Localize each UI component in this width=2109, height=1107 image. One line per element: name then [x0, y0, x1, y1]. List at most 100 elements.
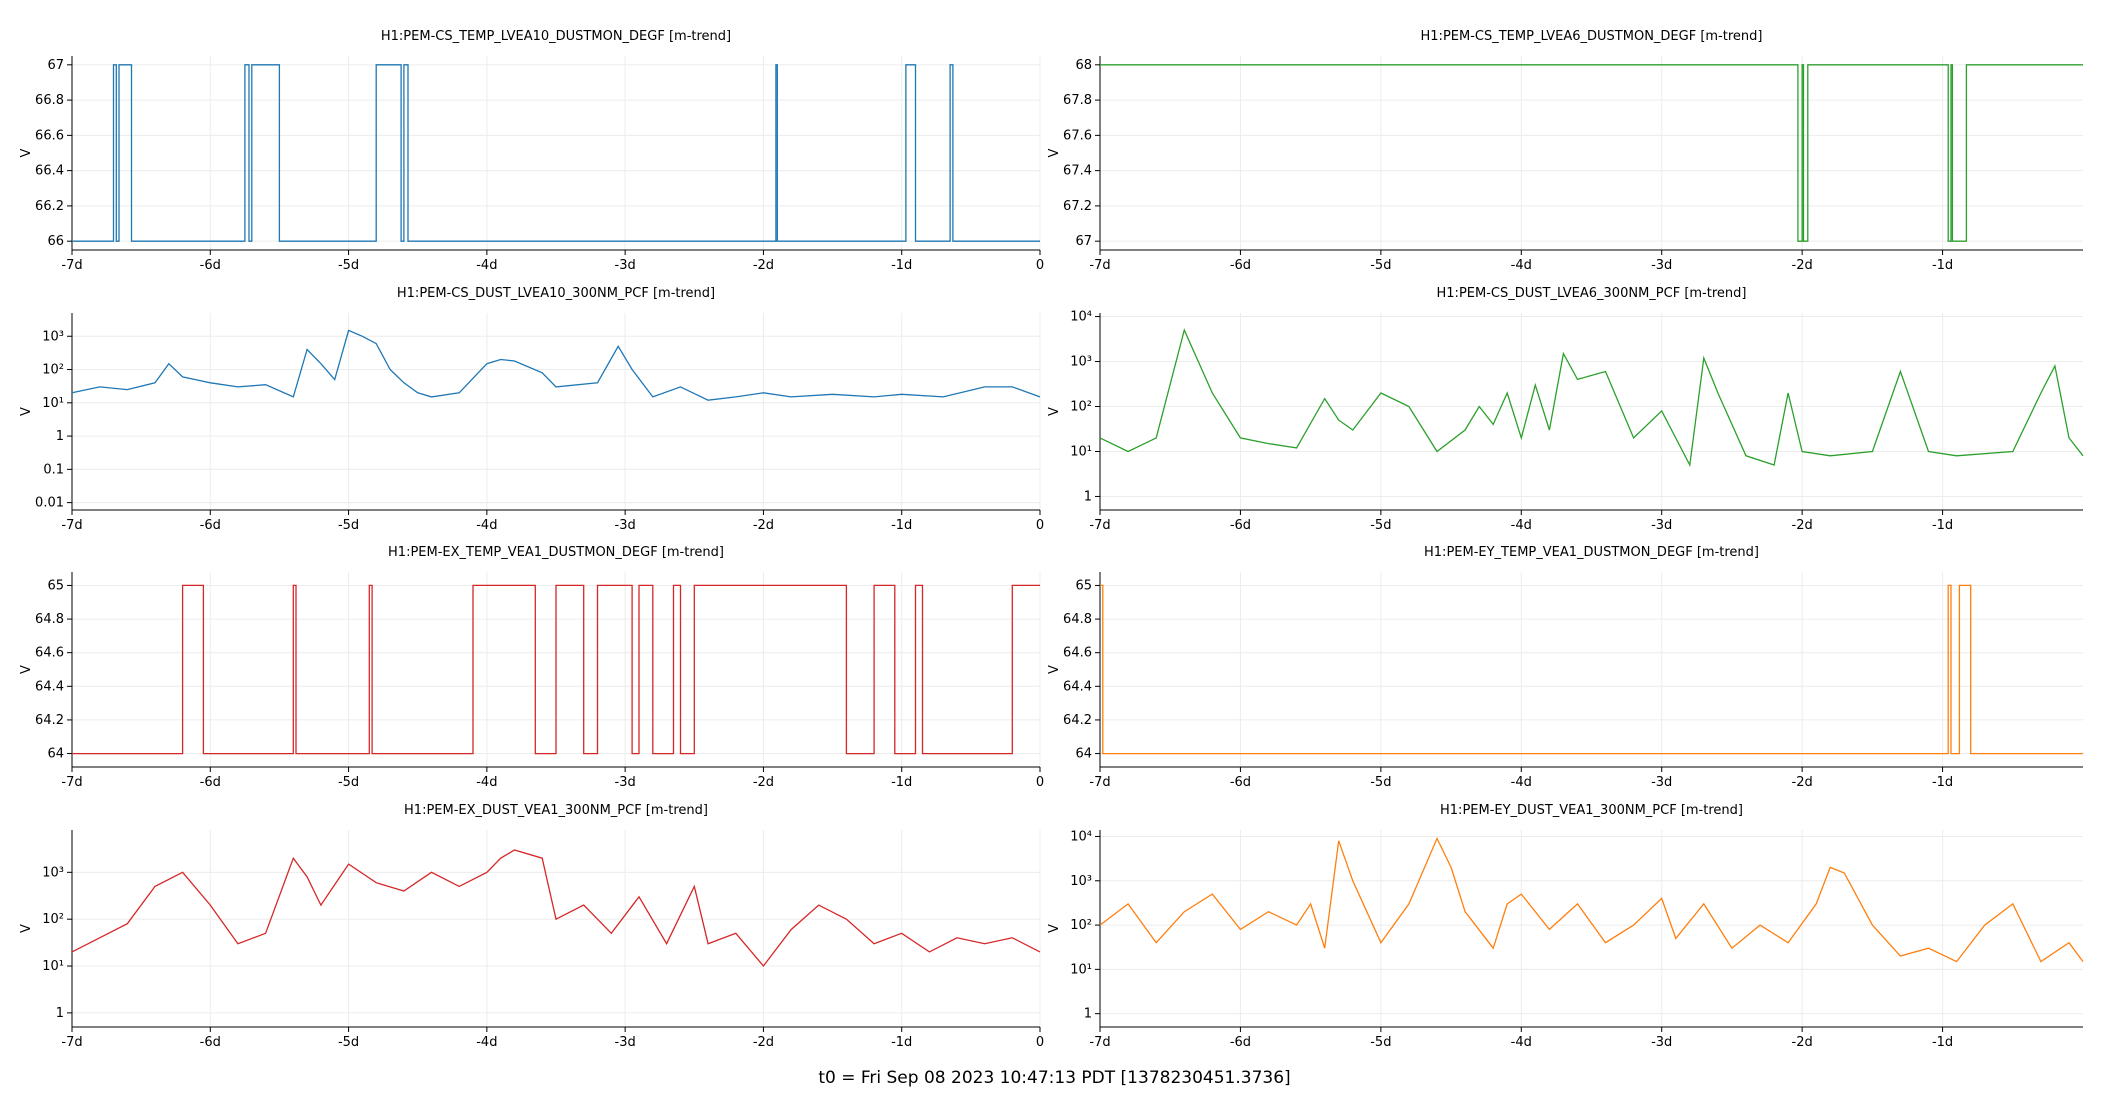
x-tick-label: -6d — [1230, 775, 1251, 790]
y-axis-label: V — [19, 665, 34, 674]
x-tick-label: -6d — [200, 1035, 221, 1050]
x-tick-label: -5d — [1370, 1035, 1391, 1050]
x-tick-label: -4d — [476, 258, 497, 273]
chart-title: H1:PEM-CS_TEMP_LVEA10_DUSTMON_DEGF [m-tr… — [381, 29, 731, 44]
time-reference-footer: t0 = Fri Sep 08 2023 10:47:13 PDT [13782… — [818, 1068, 1291, 1088]
y-tick-label: 1 — [1084, 489, 1092, 504]
x-tick-label: -1d — [891, 518, 912, 533]
x-tick-label: -2d — [753, 258, 774, 273]
x-tick-label: -2d — [1792, 775, 1813, 790]
x-tick-label: -3d — [615, 258, 636, 273]
x-tick-label: -3d — [1651, 518, 1672, 533]
x-tick-label: -6d — [200, 518, 221, 533]
chart-title: H1:PEM-CS_DUST_LVEA6_300NM_PCF [m-trend] — [1437, 286, 1747, 301]
x-tick-label: -1d — [1932, 258, 1953, 273]
chart-panel-4: H1:PEM-CS_DUST_LVEA6_300NM_PCF [m-trend]… — [1047, 286, 2084, 533]
x-tick-label: -5d — [338, 518, 359, 533]
x-tick-label: -2d — [1792, 1035, 1813, 1050]
series-line — [71, 329, 1041, 401]
chart-title: H1:PEM-EX_TEMP_VEA1_DUSTMON_DEGF [m-tren… — [388, 545, 724, 560]
chart-title: H1:PEM-CS_DUST_LVEA10_300NM_PCF [m-trend… — [397, 286, 715, 301]
x-tick-label: -7d — [1089, 1035, 1110, 1050]
chart-panel-5: H1:PEM-EX_TEMP_VEA1_DUSTMON_DEGF [m-tren… — [19, 545, 1044, 790]
y-tick-label: 67.2 — [1063, 199, 1092, 214]
y-tick-label: 1 — [1084, 1007, 1092, 1022]
y-tick-label: 66.4 — [35, 164, 64, 179]
x-tick-label: -2d — [753, 775, 774, 790]
y-tick-label: 10³ — [42, 329, 64, 344]
y-tick-label: 67.6 — [1063, 128, 1092, 143]
y-tick-label: 10² — [1070, 918, 1092, 933]
y-tick-label: 64.8 — [1063, 612, 1092, 627]
x-tick-label: -6d — [200, 258, 221, 273]
y-axis-label: V — [19, 407, 34, 416]
y-tick-label: 64.8 — [35, 612, 64, 627]
y-tick-label: 0.1 — [43, 462, 64, 477]
y-axis-label: V — [19, 148, 34, 157]
x-tick-label: -1d — [891, 258, 912, 273]
x-tick-label: -7d — [61, 1035, 82, 1050]
x-tick-label: -6d — [1230, 1035, 1251, 1050]
x-tick-label: -4d — [1511, 1035, 1532, 1050]
y-tick-label: 66.8 — [35, 93, 64, 108]
y-tick-label: 67 — [1075, 234, 1092, 249]
y-tick-label: 1 — [56, 1006, 64, 1021]
chart-title: H1:PEM-CS_TEMP_LVEA6_DUSTMON_DEGF [m-tre… — [1421, 29, 1763, 44]
y-tick-label: 64.6 — [1063, 646, 1092, 661]
chart-panel-1: H1:PEM-CS_TEMP_LVEA10_DUSTMON_DEGF [m-tr… — [19, 29, 1044, 273]
x-tick-label: -1d — [1932, 1035, 1953, 1050]
x-tick-label: -7d — [61, 518, 82, 533]
y-tick-label: 10³ — [1070, 355, 1092, 370]
y-tick-label: 1 — [56, 429, 64, 444]
x-tick-label: -2d — [1792, 258, 1813, 273]
y-tick-label: 10² — [42, 363, 64, 378]
x-tick-label: -3d — [1651, 775, 1672, 790]
x-tick-label: -3d — [615, 518, 636, 533]
x-tick-label: -7d — [61, 258, 82, 273]
chart-panel-3: H1:PEM-CS_DUST_LVEA10_300NM_PCF [m-trend… — [19, 286, 1044, 533]
y-tick-label: 64.6 — [35, 646, 64, 661]
y-tick-label: 66.2 — [35, 199, 64, 214]
x-tick-label: -4d — [1511, 258, 1532, 273]
chart-title: H1:PEM-EY_TEMP_VEA1_DUSTMON_DEGF [m-tren… — [1424, 545, 1759, 560]
y-tick-label: 65 — [47, 578, 64, 593]
x-tick-label: -2d — [753, 518, 774, 533]
x-tick-label: -3d — [615, 775, 636, 790]
x-tick-label: -4d — [476, 775, 497, 790]
x-tick-label: -3d — [615, 1035, 636, 1050]
y-tick-label: 64.4 — [35, 679, 64, 694]
x-tick-label: -1d — [1932, 518, 1953, 533]
y-axis-label: V — [19, 924, 34, 933]
y-tick-label: 10¹ — [1070, 962, 1092, 977]
y-tick-label: 64.4 — [1063, 679, 1092, 694]
y-tick-label: 10¹ — [1070, 444, 1092, 459]
y-tick-label: 64 — [47, 747, 64, 762]
y-tick-label: 67 — [47, 58, 64, 73]
x-tick-label: -6d — [1230, 518, 1251, 533]
x-tick-label: 0 — [1036, 258, 1044, 273]
x-tick-label: -1d — [891, 775, 912, 790]
x-tick-label: -5d — [1370, 775, 1391, 790]
y-tick-label: 10² — [1070, 400, 1092, 415]
y-tick-label: 10³ — [1070, 874, 1092, 889]
chart-title: H1:PEM-EX_DUST_VEA1_300NM_PCF [m-trend] — [404, 803, 708, 818]
y-tick-label: 0.01 — [35, 496, 64, 511]
series-line — [1100, 584, 2083, 755]
series-line — [1099, 328, 2084, 468]
series-line — [72, 64, 1040, 242]
y-tick-label: 10¹ — [42, 396, 64, 411]
x-tick-label: 0 — [1036, 1035, 1044, 1050]
x-tick-label: 0 — [1036, 518, 1044, 533]
x-tick-label: -7d — [1089, 518, 1110, 533]
chart-title: H1:PEM-EY_DUST_VEA1_300NM_PCF [m-trend] — [1440, 803, 1743, 818]
x-tick-label: -5d — [338, 258, 359, 273]
y-tick-label: 66 — [47, 234, 64, 249]
y-tick-label: 10³ — [42, 865, 64, 880]
y-tick-label: 66.6 — [35, 128, 64, 143]
y-tick-label: 64.2 — [35, 713, 64, 728]
y-tick-label: 64 — [1075, 747, 1092, 762]
x-tick-label: -3d — [1651, 1035, 1672, 1050]
x-tick-label: -7d — [1089, 775, 1110, 790]
y-tick-label: 67.4 — [1063, 164, 1092, 179]
